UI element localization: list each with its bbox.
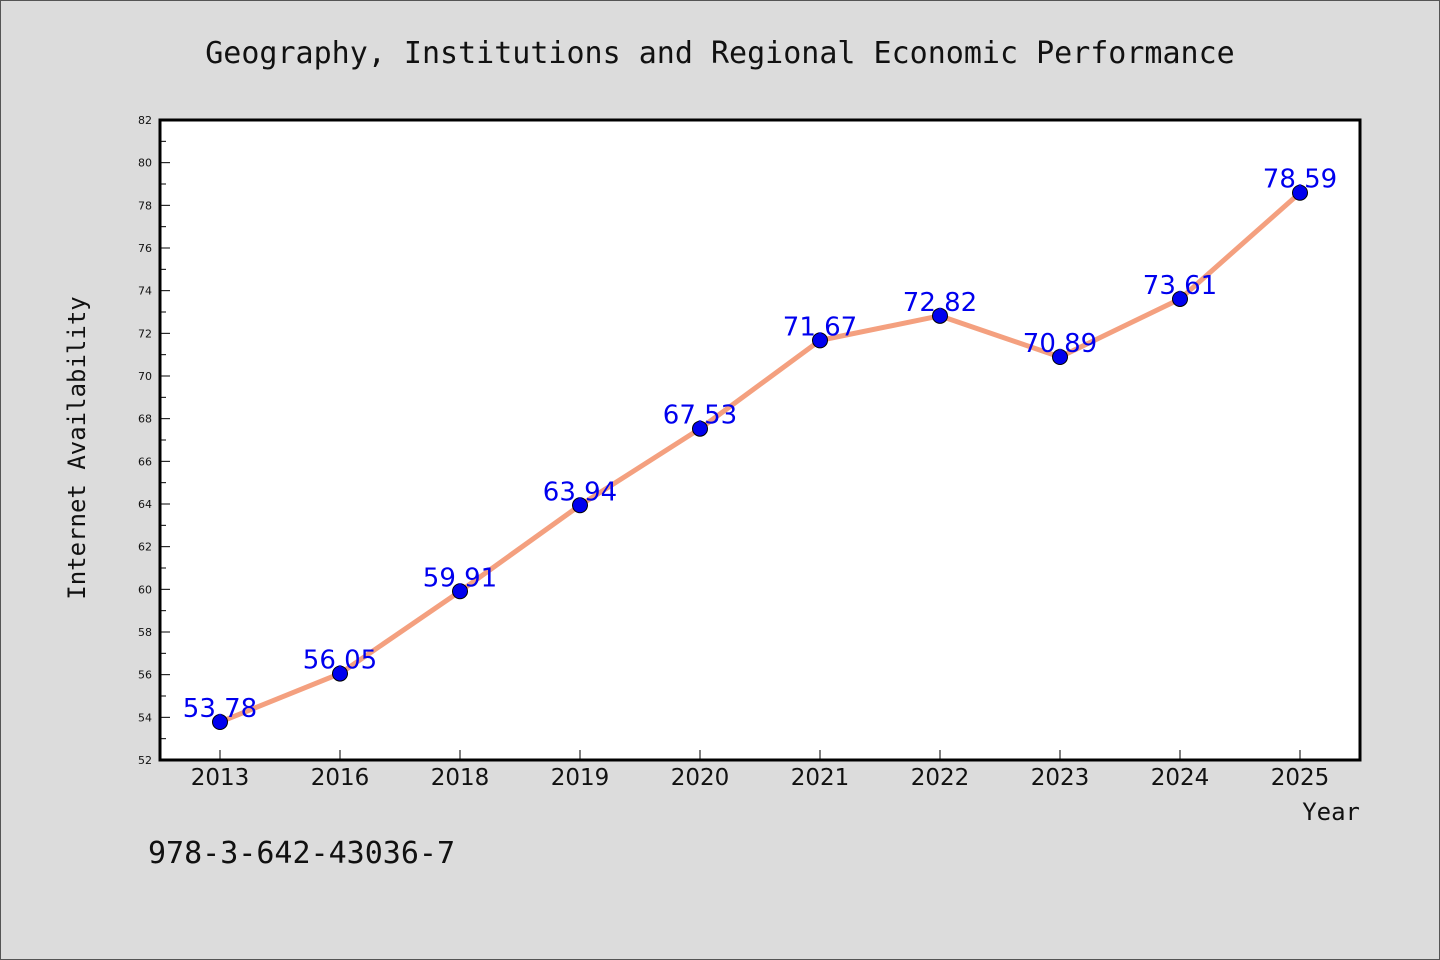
x-tick-label: 2020 bbox=[671, 765, 730, 791]
series-line bbox=[217, 190, 1303, 725]
plot-area bbox=[160, 120, 1360, 760]
y-tick-label: 54 bbox=[138, 711, 152, 724]
y-tick-label: 64 bbox=[138, 498, 152, 511]
y-tick-label: 56 bbox=[138, 669, 152, 682]
data-point bbox=[212, 714, 228, 731]
data-label: 78.59 bbox=[1263, 165, 1337, 195]
data-labels: 53.78 56.05 59.91 63.94 67.53 71.67 72.82 70.89… bbox=[183, 165, 1337, 724]
y-tick-label: 68 bbox=[138, 413, 152, 426]
x-tick-label: 2025 bbox=[1271, 765, 1330, 791]
data-label: 63.94 bbox=[543, 477, 617, 507]
data-label: 53.78 bbox=[183, 694, 257, 724]
data-label: 73.61 bbox=[1143, 271, 1217, 301]
x-axis-ticks: 2013 2016 2018 2019 2020 2021 2022 2023 2024 2025 bbox=[191, 750, 1330, 791]
data-label: 70.89 bbox=[1023, 329, 1097, 359]
x-tick-label: 2023 bbox=[1031, 765, 1090, 791]
y-tick-label: 66 bbox=[138, 455, 152, 468]
data-label: 72.82 bbox=[903, 288, 977, 318]
data-point bbox=[1292, 184, 1308, 201]
data-label: 71.67 bbox=[783, 312, 857, 342]
y-tick-label: 78 bbox=[138, 199, 152, 212]
data-point bbox=[1052, 349, 1068, 366]
x-tick-label: 2021 bbox=[791, 765, 850, 791]
y-axis-ticks: 52 54 56 58 60 62 64 66 68 70 72 74 76 78 80 82 bbox=[138, 114, 170, 767]
x-tick-label: 2019 bbox=[551, 765, 610, 791]
y-tick-label: 60 bbox=[138, 583, 152, 596]
series-markers bbox=[212, 184, 1308, 731]
y-tick-label: 80 bbox=[138, 157, 152, 170]
y-tick-label: 72 bbox=[138, 327, 152, 340]
x-tick-label: 2016 bbox=[311, 765, 370, 791]
y-tick-label: 82 bbox=[138, 114, 152, 127]
data-label: 59.91 bbox=[423, 563, 497, 593]
data-point bbox=[692, 420, 708, 437]
y-tick-label: 74 bbox=[138, 285, 152, 298]
data-point bbox=[332, 665, 348, 682]
x-tick-label: 2013 bbox=[191, 765, 250, 791]
data-label: 56.05 bbox=[303, 646, 377, 676]
data-point bbox=[572, 497, 588, 514]
data-point bbox=[1172, 290, 1188, 307]
y-tick-label: 52 bbox=[138, 754, 152, 767]
x-tick-label: 2024 bbox=[1151, 765, 1210, 791]
chart-title: Geography, Institutions and Regional Eco… bbox=[205, 36, 1235, 71]
y-axis-label: Internet Availability bbox=[63, 296, 91, 599]
y-tick-label: 58 bbox=[138, 626, 152, 639]
data-point bbox=[452, 583, 468, 600]
x-tick-label: 2018 bbox=[431, 765, 490, 791]
data-label: 67.53 bbox=[663, 401, 737, 431]
y-tick-label: 62 bbox=[138, 541, 152, 554]
x-tick-label: 2022 bbox=[911, 765, 970, 791]
x-axis-label: Year bbox=[1302, 798, 1360, 826]
data-point bbox=[812, 332, 828, 349]
data-point bbox=[932, 307, 948, 324]
y-tick-label: 70 bbox=[138, 370, 152, 383]
plot-border bbox=[158, 118, 1362, 762]
y-tick-label: 76 bbox=[138, 242, 152, 255]
isbn-text: 978-3-642-43036-7 bbox=[148, 836, 455, 871]
